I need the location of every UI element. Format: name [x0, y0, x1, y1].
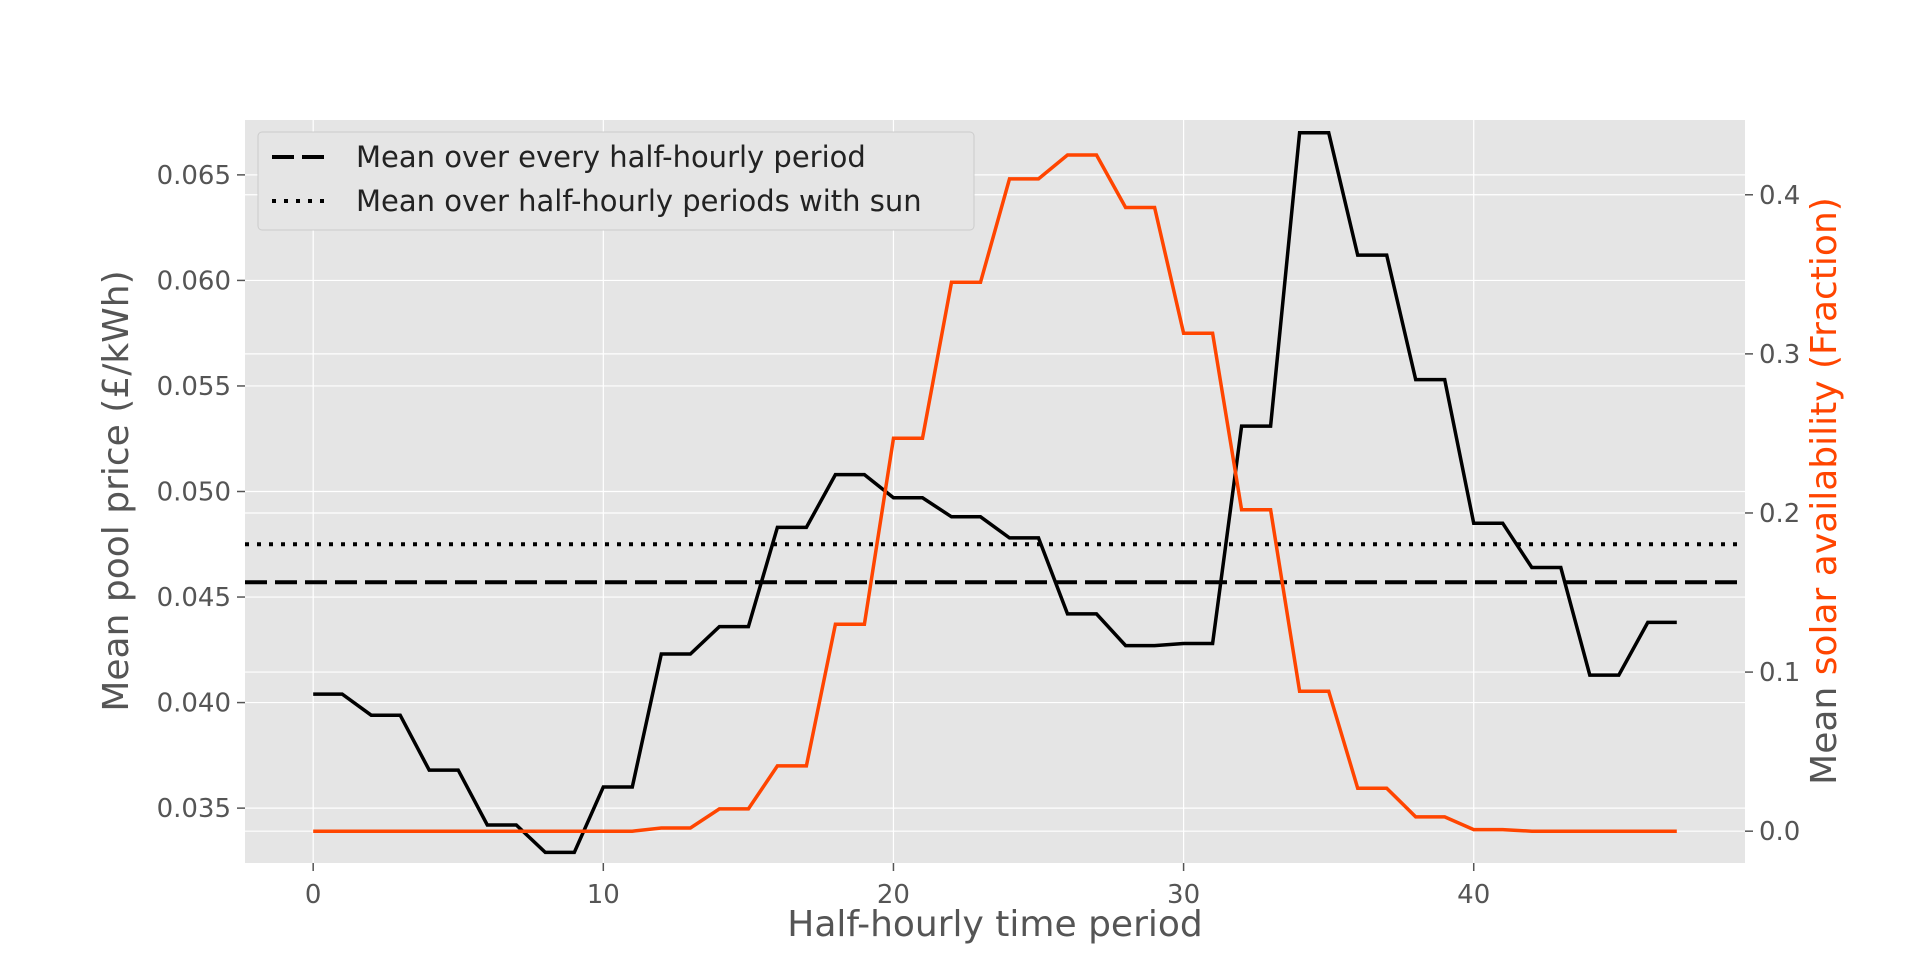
y-right-tick-label: 0.3 — [1759, 340, 1800, 370]
legend-label-sun-periods: Mean over half-hourly periods with sun — [356, 184, 922, 218]
x-axis-title: Half-hourly time period — [787, 904, 1203, 945]
y-left-tick-label: 0.060 — [157, 266, 231, 296]
x-tick-label: 10 — [587, 880, 620, 910]
y-right-axis-title: Mean solar availability (Fraction) — [1804, 197, 1845, 785]
legend-label-every-period: Mean over every half-hourly period — [356, 140, 866, 174]
grid — [245, 120, 1745, 863]
y-left-tick-label: 0.045 — [157, 583, 231, 613]
y-left-tick-label: 0.050 — [157, 478, 231, 508]
y-right-tick-label: 0.2 — [1759, 499, 1800, 529]
x-tick-label: 30 — [1167, 880, 1200, 910]
x-tick-label: 0 — [305, 880, 322, 910]
y-left-tick-label: 0.035 — [157, 794, 231, 824]
y-left-tick-label: 0.040 — [157, 689, 231, 719]
x-tick-label: 20 — [877, 880, 910, 910]
legend-box — [257, 131, 975, 231]
pool-price-line — [313, 130, 1677, 855]
y-right-tick-label: 0.1 — [1759, 658, 1800, 688]
series-group — [245, 130, 1745, 855]
legend: Mean over every half-hourly period Mean … — [257, 131, 975, 231]
y-right-tick-label: 0.0 — [1759, 817, 1800, 847]
y-right-axis-title-prefix: Mean — [1804, 675, 1845, 785]
y-right-tick-label: 0.4 — [1759, 181, 1800, 211]
y-left-tick-label: 0.055 — [157, 372, 231, 402]
y-left-tick-label: 0.065 — [157, 161, 231, 191]
y-left-axis-title: Mean pool price (£/kWh) — [96, 270, 137, 711]
ticks-group: 0 10 20 30 40 0.035 0.040 0.045 0.050 0.055 0.060 0… — [157, 161, 1801, 910]
solar-availability-line — [313, 153, 1677, 833]
x-tick-label: 40 — [1457, 880, 1490, 910]
y-right-axis-title-colored: solar availability (Fraction) — [1804, 197, 1845, 675]
